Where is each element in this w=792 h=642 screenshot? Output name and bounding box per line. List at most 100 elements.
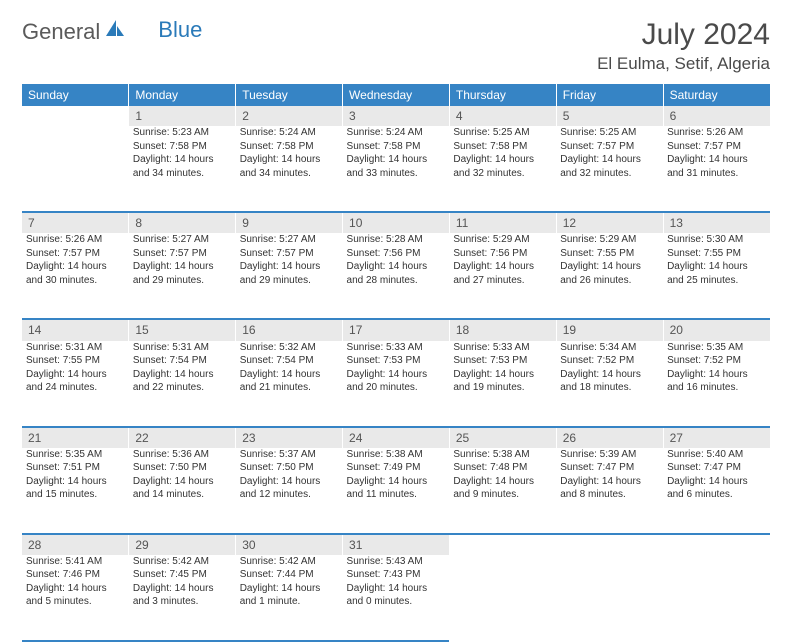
- daylight-line-1: Daylight: 14 hours: [347, 368, 446, 382]
- sunrise-line: Sunrise: 5:27 AM: [133, 233, 232, 247]
- daylight-line-2: and 8 minutes.: [560, 488, 659, 502]
- day-number-cell: 30: [236, 534, 343, 555]
- daylight-line-1: Daylight: 14 hours: [240, 368, 339, 382]
- location-subtitle: El Eulma, Setif, Algeria: [597, 54, 770, 74]
- day-content-cell: Sunrise: 5:29 AMSunset: 7:55 PMDaylight:…: [556, 233, 663, 319]
- calendar-body: 123456Sunrise: 5:23 AMSunset: 7:58 PMDay…: [22, 106, 770, 641]
- day-number-cell: 23: [236, 427, 343, 448]
- day-number-cell: 27: [663, 427, 770, 448]
- daylight-line-2: and 6 minutes.: [667, 488, 766, 502]
- day-content-cell: Sunrise: 5:41 AMSunset: 7:46 PMDaylight:…: [22, 555, 129, 641]
- sunrise-line: Sunrise: 5:30 AM: [667, 233, 766, 247]
- day-number-cell: 18: [449, 319, 556, 340]
- daylight-line-2: and 1 minute.: [240, 595, 339, 609]
- day-content-cell: Sunrise: 5:34 AMSunset: 7:52 PMDaylight:…: [556, 341, 663, 427]
- daynum-row: 123456: [22, 106, 770, 126]
- sunrise-line: Sunrise: 5:31 AM: [26, 341, 125, 355]
- day-number-cell: 31: [343, 534, 450, 555]
- sunrise-line: Sunrise: 5:42 AM: [133, 555, 232, 569]
- day-number-cell: 26: [556, 427, 663, 448]
- header: General Blue July 2024 El Eulma, Setif, …: [22, 18, 770, 74]
- daylight-line-1: Daylight: 14 hours: [667, 260, 766, 274]
- daylight-line-1: Daylight: 14 hours: [347, 260, 446, 274]
- day-content-cell: Sunrise: 5:26 AMSunset: 7:57 PMDaylight:…: [663, 126, 770, 212]
- daylight-line-2: and 34 minutes.: [240, 167, 339, 181]
- daylight-line-1: Daylight: 14 hours: [133, 582, 232, 596]
- day-number-cell: 8: [129, 212, 236, 233]
- weekday-header: Sunday: [22, 84, 129, 106]
- day-number-cell: 6: [663, 106, 770, 126]
- day-number-cell: 3: [343, 106, 450, 126]
- content-row: Sunrise: 5:35 AMSunset: 7:51 PMDaylight:…: [22, 448, 770, 534]
- sunrise-line: Sunrise: 5:33 AM: [453, 341, 552, 355]
- weekday-header: Monday: [129, 84, 236, 106]
- sunset-line: Sunset: 7:58 PM: [347, 140, 446, 154]
- daylight-line-1: Daylight: 14 hours: [26, 368, 125, 382]
- day-content-cell: Sunrise: 5:32 AMSunset: 7:54 PMDaylight:…: [236, 341, 343, 427]
- sunset-line: Sunset: 7:51 PM: [26, 461, 125, 475]
- day-number-cell: 20: [663, 319, 770, 340]
- day-content-cell: Sunrise: 5:26 AMSunset: 7:57 PMDaylight:…: [22, 233, 129, 319]
- sunrise-line: Sunrise: 5:24 AM: [347, 126, 446, 140]
- sunset-line: Sunset: 7:44 PM: [240, 568, 339, 582]
- daylight-line-1: Daylight: 14 hours: [240, 153, 339, 167]
- sunrise-line: Sunrise: 5:38 AM: [453, 448, 552, 462]
- sunset-line: Sunset: 7:49 PM: [347, 461, 446, 475]
- content-row: Sunrise: 5:41 AMSunset: 7:46 PMDaylight:…: [22, 555, 770, 641]
- day-content-cell: Sunrise: 5:27 AMSunset: 7:57 PMDaylight:…: [129, 233, 236, 319]
- sunset-line: Sunset: 7:54 PM: [240, 354, 339, 368]
- day-content-cell: Sunrise: 5:36 AMSunset: 7:50 PMDaylight:…: [129, 448, 236, 534]
- day-number-cell: 11: [449, 212, 556, 233]
- weekday-header: Saturday: [663, 84, 770, 106]
- day-content-cell: Sunrise: 5:25 AMSunset: 7:57 PMDaylight:…: [556, 126, 663, 212]
- weekday-header: Thursday: [449, 84, 556, 106]
- sunrise-line: Sunrise: 5:29 AM: [560, 233, 659, 247]
- sunset-line: Sunset: 7:47 PM: [560, 461, 659, 475]
- daylight-line-1: Daylight: 14 hours: [667, 368, 766, 382]
- sunset-line: Sunset: 7:58 PM: [133, 140, 232, 154]
- weekday-header: Friday: [556, 84, 663, 106]
- content-row: Sunrise: 5:26 AMSunset: 7:57 PMDaylight:…: [22, 233, 770, 319]
- sunrise-line: Sunrise: 5:32 AM: [240, 341, 339, 355]
- sunrise-line: Sunrise: 5:43 AM: [347, 555, 446, 569]
- day-number-cell: [22, 106, 129, 126]
- day-number-cell: [663, 534, 770, 555]
- logo: General Blue: [22, 18, 202, 45]
- day-number-cell: 14: [22, 319, 129, 340]
- day-content-cell: Sunrise: 5:29 AMSunset: 7:56 PMDaylight:…: [449, 233, 556, 319]
- sunrise-line: Sunrise: 5:42 AM: [240, 555, 339, 569]
- daylight-line-2: and 5 minutes.: [26, 595, 125, 609]
- sunrise-line: Sunrise: 5:25 AM: [560, 126, 659, 140]
- daylight-line-2: and 28 minutes.: [347, 274, 446, 288]
- day-content-cell: Sunrise: 5:40 AMSunset: 7:47 PMDaylight:…: [663, 448, 770, 534]
- daylight-line-2: and 18 minutes.: [560, 381, 659, 395]
- day-content-cell: [449, 555, 556, 641]
- sunset-line: Sunset: 7:57 PM: [133, 247, 232, 261]
- daylight-line-2: and 24 minutes.: [26, 381, 125, 395]
- sunrise-line: Sunrise: 5:33 AM: [347, 341, 446, 355]
- daylight-line-2: and 26 minutes.: [560, 274, 659, 288]
- daylight-line-2: and 0 minutes.: [347, 595, 446, 609]
- sunrise-line: Sunrise: 5:29 AM: [453, 233, 552, 247]
- day-content-cell: Sunrise: 5:37 AMSunset: 7:50 PMDaylight:…: [236, 448, 343, 534]
- sunrise-line: Sunrise: 5:36 AM: [133, 448, 232, 462]
- day-number-cell: 21: [22, 427, 129, 448]
- daylight-line-1: Daylight: 14 hours: [453, 260, 552, 274]
- daylight-line-2: and 25 minutes.: [667, 274, 766, 288]
- sunrise-line: Sunrise: 5:26 AM: [667, 126, 766, 140]
- page-title: July 2024: [597, 18, 770, 52]
- sunrise-line: Sunrise: 5:35 AM: [26, 448, 125, 462]
- sunset-line: Sunset: 7:53 PM: [347, 354, 446, 368]
- day-content-cell: Sunrise: 5:38 AMSunset: 7:49 PMDaylight:…: [343, 448, 450, 534]
- day-number-cell: 12: [556, 212, 663, 233]
- day-content-cell: Sunrise: 5:42 AMSunset: 7:45 PMDaylight:…: [129, 555, 236, 641]
- daylight-line-1: Daylight: 14 hours: [133, 260, 232, 274]
- day-content-cell: Sunrise: 5:23 AMSunset: 7:58 PMDaylight:…: [129, 126, 236, 212]
- sunset-line: Sunset: 7:57 PM: [240, 247, 339, 261]
- day-content-cell: [556, 555, 663, 641]
- daylight-line-2: and 3 minutes.: [133, 595, 232, 609]
- day-content-cell: Sunrise: 5:24 AMSunset: 7:58 PMDaylight:…: [343, 126, 450, 212]
- daylight-line-1: Daylight: 14 hours: [347, 153, 446, 167]
- content-row: Sunrise: 5:23 AMSunset: 7:58 PMDaylight:…: [22, 126, 770, 212]
- daylight-line-2: and 20 minutes.: [347, 381, 446, 395]
